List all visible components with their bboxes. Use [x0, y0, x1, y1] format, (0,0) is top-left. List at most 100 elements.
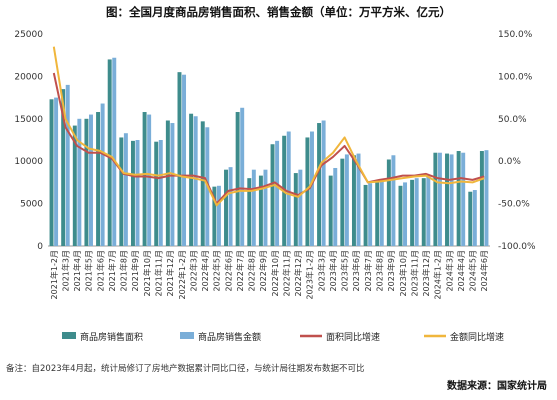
x-tick-label: 2022年11月: [281, 250, 291, 297]
bar-amount: [484, 150, 489, 246]
x-tick-label: 2021年7月: [107, 250, 117, 291]
x-tick-label: 2022年7月: [235, 250, 245, 291]
bar-area: [410, 179, 415, 246]
bar-amount: [344, 154, 349, 246]
bar-amount: [391, 155, 396, 246]
bar-area: [154, 141, 159, 246]
bar-amount: [228, 167, 233, 246]
x-tick-label: 2021年1-2月: [49, 250, 59, 299]
bar-area: [305, 137, 310, 246]
legend-swatch: [180, 332, 194, 339]
bar-amount: [414, 178, 419, 246]
bar-amount: [54, 97, 59, 246]
y-right-tick-label: 150.0%: [498, 30, 533, 40]
x-tick-label: 2023年4月: [328, 250, 338, 291]
bar-amount: [275, 140, 280, 246]
x-tick-label: 2024年6月: [479, 250, 489, 291]
bar-area: [235, 112, 240, 247]
bar-area: [96, 112, 101, 247]
y-right-tick-label: 0.0%: [498, 157, 521, 167]
bar-area: [328, 175, 333, 246]
bar-amount: [77, 118, 82, 246]
y-right-tick-label: -50.0%: [498, 200, 530, 210]
bar-area: [340, 158, 345, 246]
x-tick-label: 2024年3月: [444, 250, 454, 291]
bar-area: [107, 59, 112, 246]
bar-amount: [170, 123, 175, 246]
bar-area: [212, 186, 217, 246]
bar-amount: [240, 107, 245, 246]
bar-area: [61, 89, 66, 247]
bar-area: [386, 159, 391, 246]
bar-area: [84, 118, 89, 246]
y-right-tick-label: -100.0%: [498, 242, 536, 252]
x-tick-label: 2022年3月: [188, 250, 198, 291]
bar-area: [270, 144, 275, 246]
x-tick-label: 2022年4月: [200, 250, 210, 291]
bar-amount: [472, 190, 477, 246]
bar-area: [72, 125, 77, 246]
bar-amount: [158, 140, 163, 246]
line-area-yoy: [52, 72, 485, 205]
data-source: 数据来源：国家统计局: [447, 381, 547, 392]
y-left-tick-label: 25000: [14, 30, 43, 40]
bar-area: [398, 185, 403, 246]
x-tick-label: 2021年9月: [130, 250, 140, 291]
bar-area: [363, 184, 368, 246]
bar-area: [224, 169, 228, 246]
bar-area: [456, 151, 461, 246]
x-tick-label: 2022年5月: [212, 250, 222, 291]
x-tick-label: 2021年10月: [142, 250, 152, 297]
bar-amount: [123, 133, 128, 246]
x-tick-label: 2024年1-2月: [433, 250, 443, 299]
bar-amount: [333, 167, 338, 246]
y-left-tick-label: 5000: [20, 200, 43, 210]
x-tick-label: 2021年3月: [60, 250, 70, 291]
bar-amount: [321, 120, 326, 246]
y-left-tick-label: 0: [37, 242, 43, 252]
bar-area: [468, 191, 473, 246]
x-tick-label: 2023年6月: [351, 250, 361, 291]
y-left-tick-label: 20000: [14, 72, 43, 82]
x-tick-label: 2023年11月: [409, 250, 419, 297]
bar-amount: [263, 169, 268, 246]
bar-amount: [461, 152, 466, 246]
bar-amount: [251, 169, 256, 246]
bar-area: [258, 175, 263, 246]
x-tick-label: 2023年8月: [375, 250, 385, 291]
x-tick-label: 2023年1-2月: [305, 250, 315, 299]
bar-amount: [437, 152, 442, 246]
x-tick-label: 2023年3月: [316, 250, 326, 291]
bar-area: [130, 140, 135, 246]
x-tick-label: 2021年4月: [72, 250, 82, 291]
bar-area: [119, 137, 124, 246]
x-tick-label: 2024年4月: [456, 250, 466, 291]
x-tick-label: 2023年5月: [340, 250, 350, 291]
bar-amount: [356, 153, 361, 246]
legend-label: 金额同比增速: [450, 331, 504, 343]
bar-area: [479, 151, 484, 246]
legend-swatch: [62, 332, 76, 339]
y-left-tick-label: 15000: [14, 115, 43, 125]
bar-amount: [89, 114, 93, 246]
bar-area: [317, 123, 322, 246]
bar-amount: [286, 131, 291, 246]
x-tick-label: 2022年10月: [270, 250, 280, 297]
bar-area: [142, 112, 147, 247]
x-tick-label: 2022年1-2月: [177, 250, 187, 299]
bar-amount: [426, 176, 431, 246]
bar-area: [445, 153, 449, 246]
x-tick-label: 2021年8月: [119, 250, 129, 291]
y-right-tick-label: 100.0%: [498, 72, 533, 82]
bar-area: [351, 155, 356, 246]
legend-label: 面积同比增速: [326, 331, 380, 343]
bar-area: [375, 181, 380, 246]
bar-amount: [298, 169, 303, 246]
x-tick-label: 2021年5月: [84, 250, 94, 291]
bar-area: [189, 113, 194, 246]
bar-area: [177, 72, 182, 246]
bar-amount: [147, 114, 152, 246]
y-right-tick-label: 50.0%: [498, 115, 527, 125]
x-tick-label: 2023年9月: [386, 250, 396, 291]
